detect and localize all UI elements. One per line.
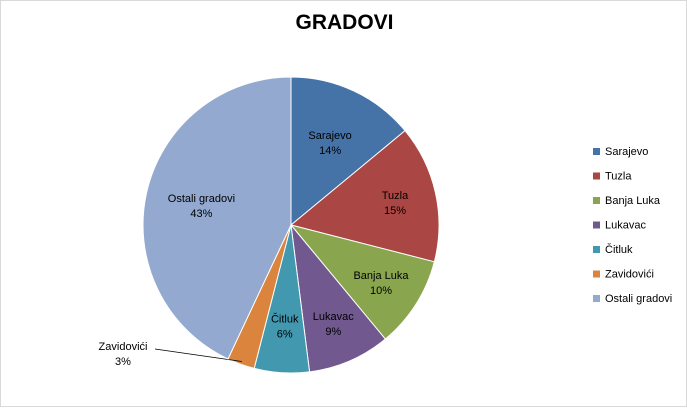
- pie-slice-banja-luka: [289, 224, 435, 340]
- legend-swatch-banja-luka: [593, 197, 600, 204]
- legend-label-sarajevo: Sarajevo: [605, 146, 648, 158]
- slice-value-sarajevo: 14%: [319, 145, 341, 157]
- slice-label-sarajevo: Sarajevo: [308, 130, 351, 142]
- slice-label-zavidovici: Zavidovići: [99, 341, 148, 353]
- legend-swatch-zavidovici: [593, 270, 600, 278]
- legend-swatch-lukavac: [593, 221, 600, 229]
- slice-value-tuzla: 15%: [384, 205, 406, 217]
- legend-label-banja-luka: Banja Luka: [605, 195, 661, 207]
- legend-label-ostali-gradovi: Ostali gradovi: [605, 293, 672, 305]
- slice-label-lukavac: Lukavac: [313, 311, 354, 323]
- slice-value-banja-luka: 10%: [370, 285, 392, 297]
- legend-swatch-citluk: [593, 246, 600, 253]
- pie-slice-sarajevo: [290, 76, 406, 227]
- chart-title: GRADOVI: [295, 11, 394, 34]
- legend-label-citluk: Čitluk: [605, 243, 633, 256]
- slice-value-citluk: 6%: [277, 328, 293, 340]
- leader-line-zavidovici: [154, 348, 242, 362]
- legend-label-lukavac: Lukavac: [605, 220, 646, 232]
- slice-label-tuzla: Tuzla: [382, 190, 409, 202]
- legend-label-tuzla: Tuzla: [605, 171, 632, 183]
- legend-swatch-sarajevo: [593, 148, 600, 155]
- legend-swatch-tuzla: [593, 172, 600, 180]
- legend-swatch-ostali-gradovi: [593, 295, 600, 302]
- pie-slice-ostali-gradovi: [142, 76, 292, 360]
- slice-value-ostali-gradovi: 43%: [190, 208, 212, 220]
- pie-slice-lukavac: [290, 223, 387, 373]
- slice-label-ostali-gradovi: Ostali gradovi: [168, 193, 235, 205]
- pie-slice-tuzla: [289, 129, 440, 263]
- slice-value-lukavac: 9%: [325, 326, 341, 338]
- slice-label-citluk: Čitluk: [271, 312, 299, 325]
- slice-value-zavidovici: 3%: [115, 356, 131, 368]
- slice-label-banja-luka: Banja Luka: [353, 270, 409, 282]
- legend-label-zavidovici: Zavidovići: [605, 269, 654, 281]
